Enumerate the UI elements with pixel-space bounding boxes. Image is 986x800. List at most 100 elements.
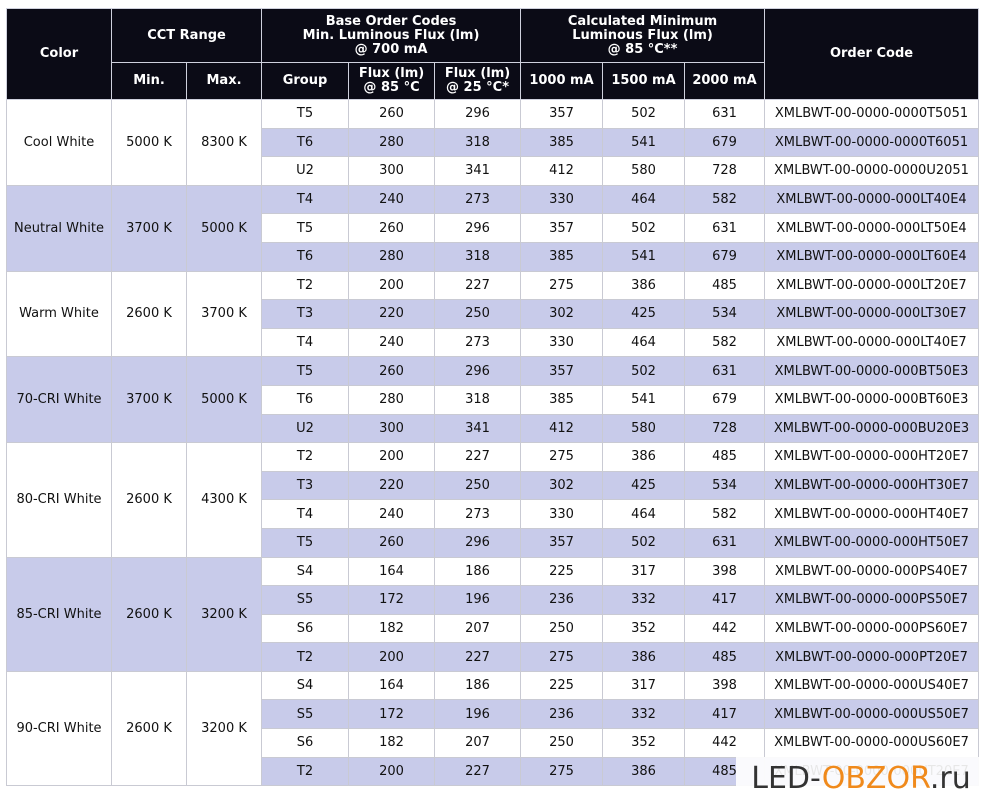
table-cell: 273 (434, 499, 522, 529)
table-cell: T3 (261, 299, 350, 329)
table-cell: XMLBWT-00-0000-000HT30E7 (764, 470, 980, 501)
table-cell: 330 (520, 327, 604, 358)
table-cell: 386 (602, 442, 686, 472)
table-row: T4 240 273 330 464 582 XMLBWT-00-0000-000LT40E… (7, 327, 980, 358)
table-cell: XMLBWT-00-0000-000LT40E7 (764, 327, 980, 358)
group-cell: 3700 K (111, 184, 187, 272)
table-cell: XMLBWT-00-0000-000PS60E7 (764, 613, 980, 644)
table-cell: 182 (348, 728, 436, 758)
table-cell: XMLBWT-00-0000-0000T6051 (764, 127, 980, 158)
table-cell: 302 (520, 470, 604, 501)
watermark-part: LED- (751, 761, 822, 796)
table-cell: 357 (520, 356, 604, 386)
table-cell: T2 (261, 270, 350, 301)
table-cell: 679 (684, 384, 766, 415)
table-cell: T4 (261, 499, 350, 529)
table-cell: 352 (602, 728, 686, 758)
table-cell: 318 (434, 241, 522, 272)
table-cell: S6 (261, 728, 350, 758)
watermark-part: OBZOR (821, 761, 930, 796)
table-cell: 464 (602, 184, 686, 215)
table-cell: 302 (520, 299, 604, 329)
table-cell: 296 (434, 213, 522, 243)
table-cell: 220 (348, 470, 436, 501)
table-row: Neutral White 3700 K 5000 K T4 240 273 330 464 5… (6, 184, 980, 272)
table-row: U2 300 341 412 580 728 XMLBWT-00-0000-0000U205… (7, 156, 980, 186)
group-cell: 5000 K (185, 356, 263, 444)
table-cell: 534 (684, 470, 766, 501)
table-cell: 385 (520, 127, 604, 158)
table-cell: 442 (684, 728, 766, 758)
header-line: @ 700 mA (354, 41, 428, 57)
header-line: Min. Luminous Flux (lm) (302, 27, 480, 43)
table-row: 90-CRI White 2600 K 3200 K S4 164 186 225 317 39… (6, 670, 980, 787)
table-cell: XMLBWT-00-0000-000BT50E3 (764, 356, 980, 386)
table-cell: 631 (684, 213, 766, 243)
watermark: LED-OBZOR.ru (736, 757, 986, 800)
table-cell: XMLBWT-00-0000-000LT20E7 (764, 270, 980, 301)
group-cell: 2600 K (111, 270, 187, 358)
table-cell: 318 (434, 384, 522, 415)
table-cell: XMLBWT-00-0000-000HT20E7 (764, 442, 980, 472)
header-cell: Group (261, 62, 350, 100)
header-line: Calculated Minimum (567, 13, 718, 29)
table-cell: 582 (684, 499, 766, 529)
table-cell: 386 (602, 642, 686, 672)
table-cell: 200 (348, 642, 436, 672)
table-cell: XMLBWT-00-0000-000LT60E4 (764, 241, 980, 272)
header-cell: Max. (185, 62, 263, 100)
table-cell: 352 (602, 613, 686, 644)
table-cell: 250 (434, 299, 522, 329)
table-cell: 250 (520, 613, 604, 644)
group-cell: Cool White (6, 99, 112, 186)
table-cell: T6 (261, 241, 350, 272)
table-cell: 182 (348, 613, 436, 644)
led-table: Color CCT Range Base Order Codes Min. Lum… (6, 8, 980, 787)
table-body: Cool White 5000 K 8300 K T5 260 296 357 502 631 X… (6, 99, 980, 787)
table-cell: 332 (602, 699, 686, 730)
group-cell: 3200 K (185, 556, 263, 672)
table-cell: 357 (520, 527, 604, 558)
header-line: @ 85 °C (363, 80, 420, 95)
header-cell: Color (6, 8, 112, 100)
header-cell: Base Order Codes Min. Luminous Flux (lm) @… (261, 8, 522, 63)
table-cell: 332 (602, 585, 686, 615)
table-row: T5 260 296 357 502 631 XMLBWT-00-0000-000LT50E… (7, 213, 980, 243)
table-cell: 541 (602, 384, 686, 415)
table-cell: 728 (684, 413, 766, 444)
table-cell: 280 (348, 127, 436, 158)
table-cell: 207 (434, 728, 522, 758)
table-cell: 196 (434, 585, 522, 615)
table-cell: XMLBWT-00-0000-000US50E7 (764, 699, 980, 730)
table-cell: 275 (520, 642, 604, 672)
table-cell: 502 (602, 213, 686, 243)
table-cell: 341 (434, 156, 522, 186)
table-cell: 296 (434, 527, 522, 558)
table-row: S6 182 207 250 352 442 XMLBWT-00-0000-000US60E… (7, 728, 980, 758)
table-cell: XMLBWT-00-0000-000BU20E3 (764, 413, 980, 444)
table-cell: 236 (520, 699, 604, 730)
group-cell: 4300 K (185, 442, 263, 558)
table-cell: 398 (684, 556, 766, 587)
table-cell: 417 (684, 585, 766, 615)
table-cell: 502 (602, 527, 686, 558)
table-cell: 385 (520, 384, 604, 415)
table-cell: 172 (348, 699, 436, 730)
table-cell: T2 (261, 642, 350, 672)
table-cell: XMLBWT-00-0000-000PT20E7 (764, 642, 980, 672)
table-cell: 220 (348, 299, 436, 329)
header-line: Luminous Flux (lm) (572, 27, 713, 43)
table-cell: 679 (684, 127, 766, 158)
header-line: @ 25 °C* (446, 80, 509, 95)
table-cell: S5 (261, 585, 350, 615)
table-cell: 330 (520, 499, 604, 529)
table-cell: T6 (261, 384, 350, 415)
table-cell: 260 (348, 213, 436, 243)
group-cell: 70-CRI White (6, 356, 112, 444)
table-cell: 631 (684, 527, 766, 558)
table-cell: 631 (684, 356, 766, 386)
table-cell: 318 (434, 127, 522, 158)
table-row: Cool White 5000 K 8300 K T5 260 296 357 502 631 X… (6, 99, 980, 186)
table-row: 85-CRI White 2600 K 3200 K S4 164 186 225 317 39… (6, 556, 980, 672)
